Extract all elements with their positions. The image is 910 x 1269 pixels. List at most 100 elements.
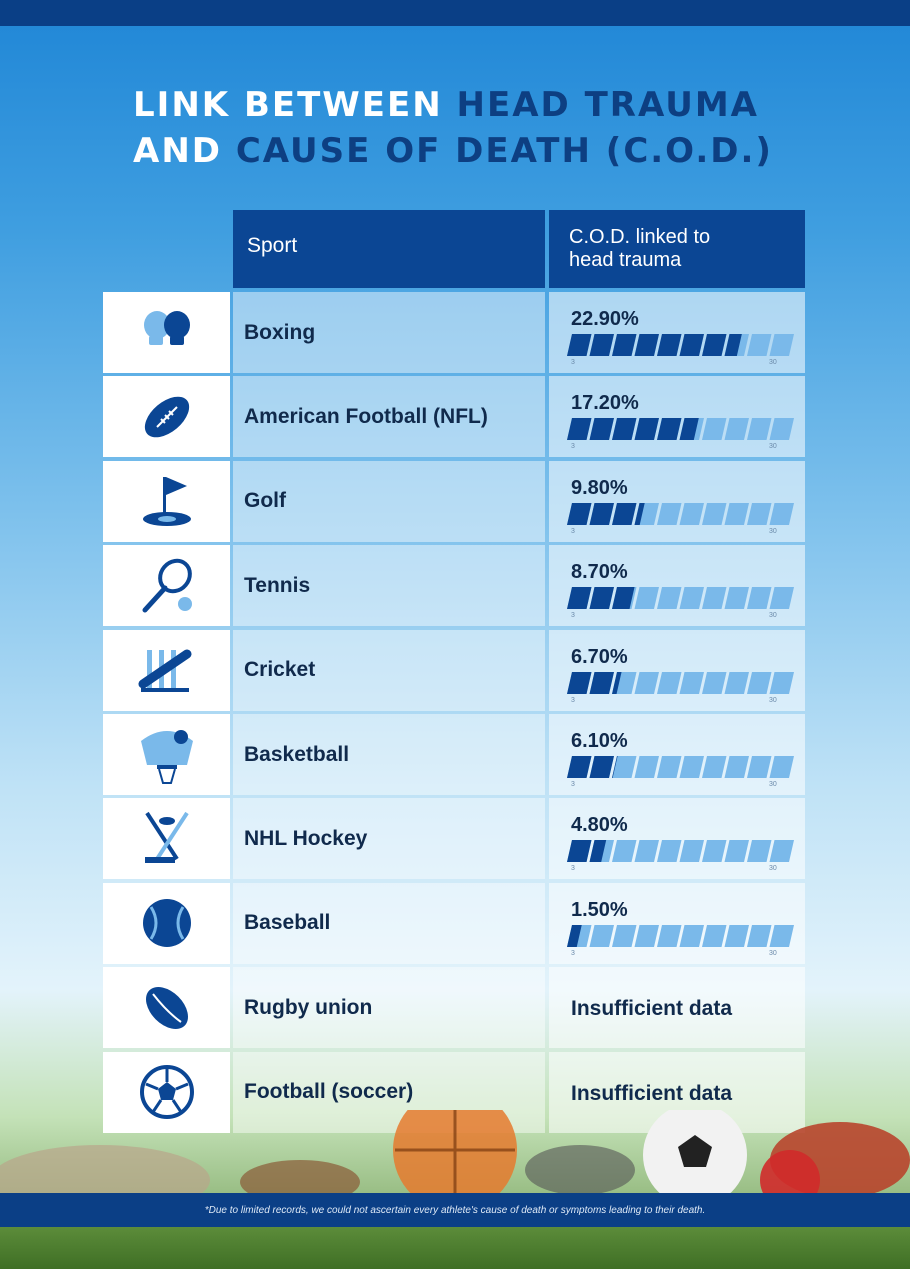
bar-segment <box>679 756 704 778</box>
scale-min-label: 3 <box>571 781 575 788</box>
icon-cell <box>103 882 230 964</box>
bar-segment-filled <box>634 418 659 441</box>
bar-segment-filled <box>679 334 704 356</box>
cod-value-cell: Insufficient data <box>549 1051 805 1133</box>
bar <box>567 756 794 778</box>
bar-segment <box>702 924 727 947</box>
table-row: Cricket 6.70% 3 30 <box>103 629 805 714</box>
scale-min-label: 3 <box>571 696 575 704</box>
data-label: 8.70% <box>571 561 628 584</box>
bar-segment-filled <box>634 334 659 356</box>
footer-band: *Due to limited records, we could not as… <box>0 1193 910 1227</box>
icon-cell <box>103 376 230 458</box>
bar-segment <box>679 587 704 610</box>
bar-segment <box>679 671 704 694</box>
bar-segment-filled <box>612 334 637 356</box>
table-row: Football (soccer) Insufficient data <box>103 1051 805 1136</box>
bar-segment <box>724 756 749 778</box>
data-label: 17.20% <box>571 392 639 415</box>
bar <box>567 924 794 947</box>
table-row: Tennis 8.70% 3 30 <box>103 545 805 629</box>
icon-cell <box>103 292 230 373</box>
title-line1-dark: HEAD TRAUMA <box>456 85 759 125</box>
bar <box>567 671 794 694</box>
bar-segment <box>747 756 772 778</box>
bar-segment <box>769 334 794 356</box>
bar-segment <box>769 418 794 441</box>
bar-segment <box>724 840 749 863</box>
bar-segment <box>769 840 794 863</box>
bar-segment-filled <box>567 334 592 356</box>
table-row: Baseball 1.50% 3 30 <box>103 882 805 967</box>
bar <box>567 587 794 610</box>
bar-segment <box>657 502 682 525</box>
bar-segment <box>747 924 772 947</box>
icon-cell <box>103 714 230 795</box>
page-title: LINK BETWEEN HEAD TRAUMA AND CAUSE OF DE… <box>133 82 773 174</box>
bar-segment-filled <box>657 334 682 356</box>
bar-segment <box>724 418 749 441</box>
bar-segment <box>769 502 794 525</box>
hockey-sticks-icon <box>144 811 189 863</box>
scale-max-label: 30 <box>769 865 777 873</box>
bar-segment <box>634 671 659 694</box>
bar-segment-filled <box>612 502 637 525</box>
cod-value-cell: 9.80% 3 30 <box>549 460 805 542</box>
icon-cell <box>103 460 230 542</box>
bar-segment-filled <box>567 418 592 441</box>
bar-segment <box>702 840 727 863</box>
cod-value-cell: 22.90% 3 30 <box>549 292 805 373</box>
bar-segment <box>724 502 749 525</box>
bar-segment <box>634 756 659 778</box>
soccer-ball-icon <box>139 1065 194 1120</box>
scale-min-label: 3 <box>571 527 575 535</box>
basketball-hoop-icon <box>140 729 193 784</box>
bar-segment <box>747 418 772 441</box>
icon-cell <box>103 545 230 627</box>
data-label: Insufficient data <box>571 997 733 1021</box>
top-band <box>0 0 910 26</box>
bar-segment-filled <box>702 334 727 356</box>
sport-name: Basketball <box>233 714 545 795</box>
american-football-icon <box>144 396 189 438</box>
bar-segment <box>724 671 749 694</box>
scale-min-label: 3 <box>571 359 575 366</box>
icon-cell <box>103 629 230 711</box>
scale-min-label: 3 <box>571 612 575 620</box>
baseball-icon <box>142 899 191 948</box>
bar-segment-filled <box>612 756 618 778</box>
bar-segment-filled <box>567 756 592 778</box>
table-row: Golf 9.80% 3 30 <box>103 460 805 545</box>
icon-cell <box>103 967 230 1049</box>
scale-max-label: 30 <box>769 527 777 535</box>
data-label: 22.90% <box>571 308 639 330</box>
bar-segment-filled <box>567 840 592 863</box>
rugby-ball-icon <box>145 986 188 1029</box>
header-sport: Sport <box>233 210 545 288</box>
bar-segment-filled <box>567 924 582 947</box>
data-label: 6.10% <box>571 730 628 752</box>
cod-value-cell: Insufficient data <box>549 967 805 1049</box>
golf-flag-icon <box>142 477 191 527</box>
bar-segment <box>724 924 749 947</box>
scale-max-label: 30 <box>769 949 777 957</box>
icon-cell <box>103 1051 230 1133</box>
scale-max-label: 30 <box>769 612 777 620</box>
bar-segment <box>702 756 727 778</box>
bar-segment-filled <box>567 502 592 525</box>
scale-min-label: 3 <box>571 865 575 873</box>
bar-segment-filled <box>612 587 635 610</box>
bar <box>567 418 794 441</box>
title-line2-dark: CAUSE OF DEATH (C.O.D.) <box>235 131 773 171</box>
bar-segment <box>679 924 704 947</box>
bar-segment-filled <box>612 671 622 694</box>
scale-min-label: 3 <box>571 949 575 957</box>
sport-name: American Football (NFL) <box>233 376 545 458</box>
scale-max-label: 30 <box>769 781 777 788</box>
title-line2-white: AND <box>133 131 236 171</box>
grass-strip <box>0 1227 910 1269</box>
bar-segment-filled <box>589 840 607 863</box>
sports-equipment-illustration <box>0 1110 910 1200</box>
bar-segment-filled <box>589 587 614 610</box>
bar-segment-filled <box>589 756 614 778</box>
